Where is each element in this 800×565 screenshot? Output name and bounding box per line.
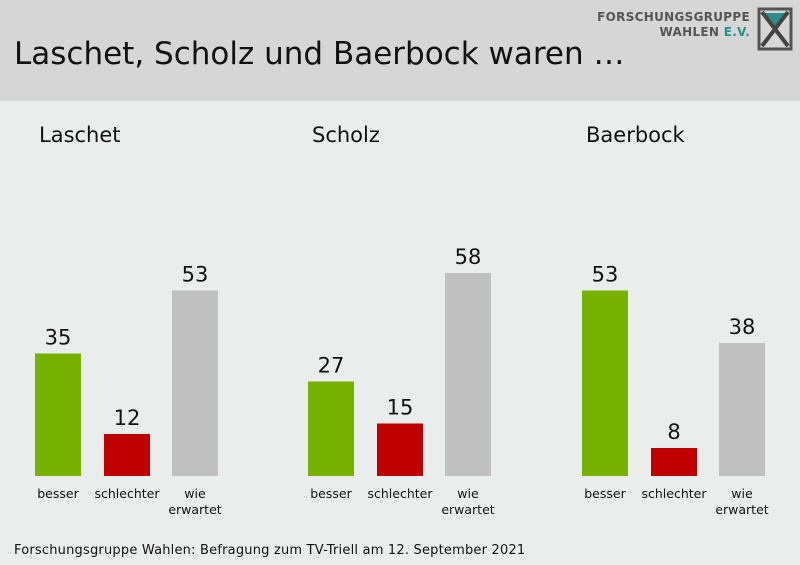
value-label-scholz-besser: 27 (318, 354, 345, 378)
value-label-baerbock-besser: 53 (592, 263, 619, 287)
logo-ev: E.V. (723, 25, 750, 39)
category-label-laschet-wie-erwartet-1: wie (184, 486, 206, 501)
page-title: Laschet, Scholz und Baerbock waren … (14, 36, 625, 72)
header-bar: Laschet, Scholz und Baerbock waren … FOR… (0, 0, 800, 101)
value-label-laschet-besser: 35 (45, 326, 72, 350)
logo-wahlen: WAHLEN (659, 25, 720, 39)
value-label-laschet-schlechter: 12 (114, 406, 141, 430)
category-label-scholz-wie-erwartet-1: wie (457, 486, 479, 501)
source-note: Forschungsgruppe Wahlen: Befragung zum T… (14, 543, 526, 558)
value-label-scholz-wie-erwartet: 58 (455, 245, 482, 269)
bar-scholz-schlechter (377, 423, 423, 476)
category-label-laschet-wie-erwartet-2: erwartet (168, 502, 221, 517)
value-label-baerbock-wie-erwartet: 38 (729, 315, 756, 339)
category-label-laschet-besser: besser (37, 486, 79, 501)
bar-baerbock-schlechter (651, 448, 697, 476)
category-label-laschet-schlechter: schlechter (95, 486, 161, 501)
category-label-baerbock-schlechter: schlechter (642, 486, 708, 501)
bar-baerbock-besser (582, 290, 628, 476)
panel-title-laschet: Laschet (39, 123, 121, 147)
bar-baerbock-wie-erwartet (719, 343, 765, 476)
bar-laschet-besser (35, 353, 81, 476)
panel-title-scholz: Scholz (312, 123, 380, 147)
category-label-scholz-besser: besser (310, 486, 352, 501)
bar-laschet-wie-erwartet (172, 290, 218, 476)
value-label-scholz-schlechter: 15 (387, 396, 414, 420)
logo-line-2: WAHLEN E.V. (597, 25, 750, 40)
category-label-scholz-wie-erwartet-2: erwartet (441, 502, 494, 517)
panel-title-baerbock: Baerbock (586, 123, 686, 147)
logo-text: FORSCHUNGSGRUPPE WAHLEN E.V. (597, 10, 750, 40)
category-label-baerbock-besser: besser (584, 486, 626, 501)
value-label-laschet-wie-erwartet: 53 (182, 263, 209, 287)
bar-scholz-besser (308, 381, 354, 476)
bar-scholz-wie-erwartet (445, 273, 491, 476)
chart-area: Laschet35besser12schlechter53wieerwartet… (35, 123, 769, 517)
category-label-scholz-schlechter: schlechter (368, 486, 434, 501)
category-label-baerbock-wie-erwartet-1: wie (731, 486, 753, 501)
category-label-baerbock-wie-erwartet-2: erwartet (715, 502, 768, 517)
logo-x-icon (757, 7, 793, 51)
value-label-baerbock-schlechter: 8 (667, 420, 680, 444)
logo-line-1: FORSCHUNGSGRUPPE (597, 10, 750, 24)
bar-laschet-schlechter (104, 434, 150, 476)
